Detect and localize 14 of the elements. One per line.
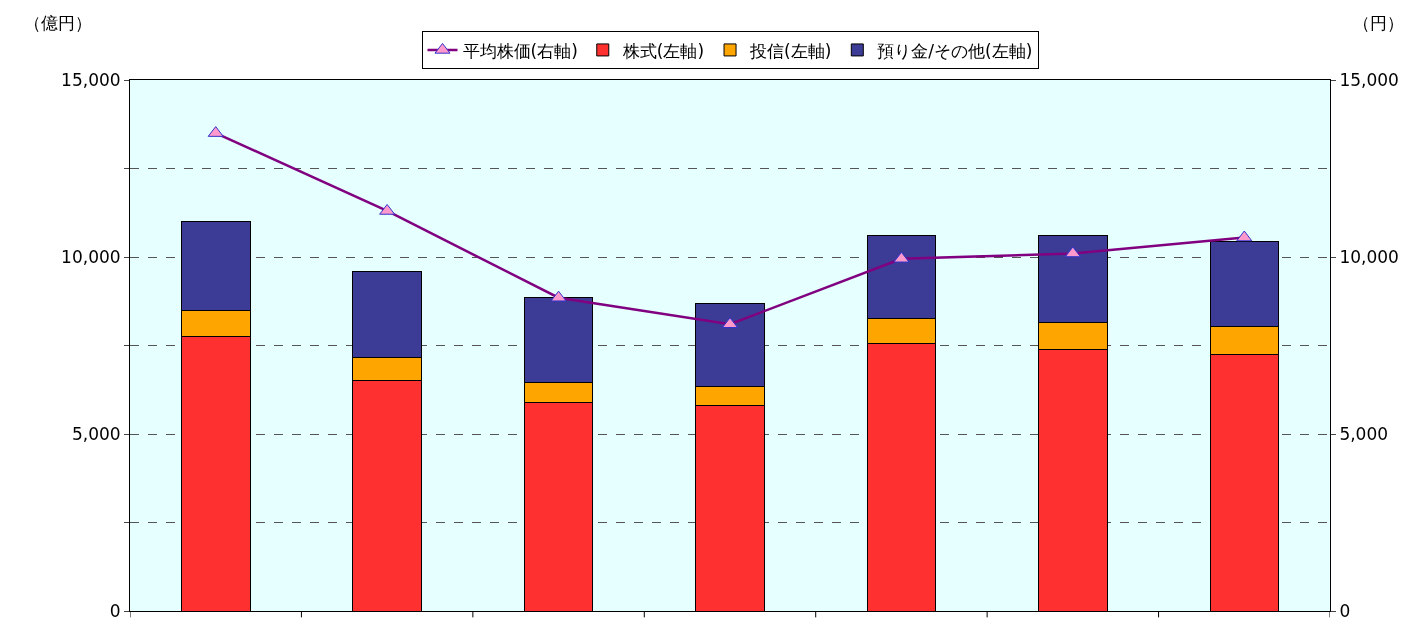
y2-tick-label: 5,000 — [1339, 423, 1389, 444]
y2-tick-label: 15,000 — [1339, 69, 1399, 90]
y-tick-label: 10,000 — [61, 246, 121, 267]
y2-tick-label: 10,000 — [1339, 246, 1399, 267]
y-tick-label: 0 — [109, 600, 121, 621]
legend-label: 平均株価(右軸) — [462, 40, 578, 61]
y-axis-title: （億円） — [24, 13, 92, 33]
legend-label: 投信(左軸) — [749, 40, 832, 61]
y-tick-label: 5,000 — [71, 423, 121, 444]
legend-label: 株式(左軸) — [621, 40, 705, 61]
y2-axis-title: （円） — [1353, 13, 1404, 33]
legend-label: 預り金/その他(左軸) — [877, 40, 1033, 61]
y2-tick-label: 0 — [1339, 600, 1351, 621]
y-tick-label: 15,000 — [61, 69, 121, 90]
